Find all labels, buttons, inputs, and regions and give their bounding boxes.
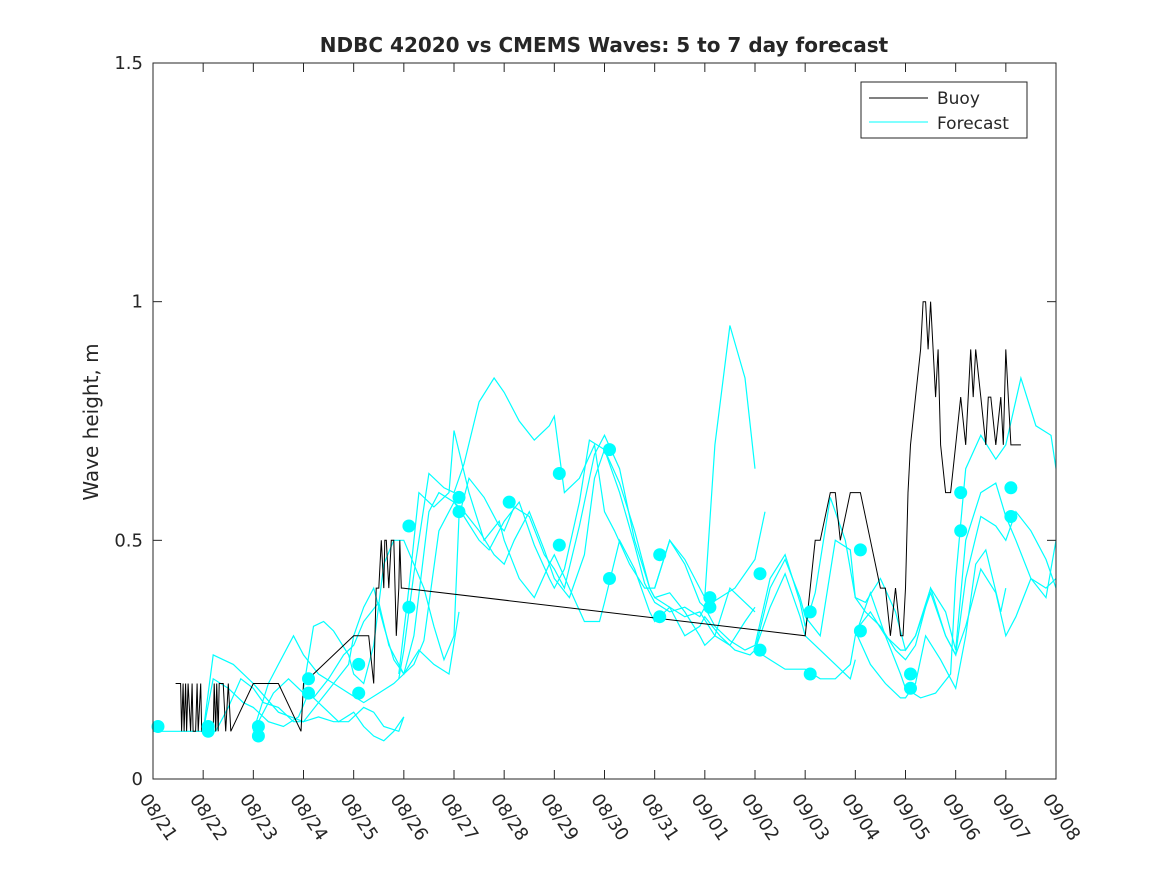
- legend-box: [860, 81, 1028, 139]
- forecast-marker-28: [904, 667, 917, 681]
- forecast-line-7: [398, 430, 856, 680]
- forecast-marker-16: [603, 443, 616, 457]
- forecast-marker-27: [853, 624, 867, 638]
- legend-buoy-label: Buoy: [937, 89, 980, 109]
- forecast-marker-22: [753, 567, 767, 581]
- forecast-marker-12: [452, 505, 466, 519]
- forecast-marker-15: [552, 538, 566, 552]
- forecast-marker-20: [703, 591, 717, 605]
- forecast-marker-3: [251, 720, 265, 733]
- y-axis-label: Wave height, m: [79, 343, 103, 500]
- forecast-marker-14: [552, 467, 566, 480]
- plot-background: [153, 63, 1056, 779]
- forecast-marker-9: [402, 519, 416, 533]
- forecast-marker-23: [753, 643, 767, 657]
- forecast-line-2: [202, 611, 460, 732]
- forecast-marker-8: [352, 686, 366, 700]
- forecast-marker-21: [703, 600, 717, 614]
- forecast-marker-24: [803, 605, 817, 619]
- forecast-marker-19: [653, 610, 667, 624]
- forecast-marker-0: [151, 720, 165, 733]
- forecast-markers: [151, 443, 1018, 743]
- y-tick-label: 1: [132, 292, 143, 313]
- forecast-marker-7: [352, 657, 366, 671]
- chart-title: NDBC 42020 vs CMEMS Waves: 5 to 7 day fo…: [320, 33, 889, 57]
- forecast-marker-5: [302, 672, 315, 686]
- forecast-line-6: [398, 325, 756, 679]
- plot-area: 00.511.5 08/21 08/22 08/23 08/24 08/25 08/26 0…: [114, 53, 1084, 845]
- forecast-marker-6: [302, 686, 315, 700]
- forecast-marker-4: [251, 729, 265, 743]
- y-axis-ticks: 0 0.5 1 1.5: [114, 53, 1056, 790]
- forecast-marker-25: [803, 667, 817, 681]
- forecast-line-11: [854, 548, 1007, 699]
- legend-forecast-label: Forecast: [937, 114, 1009, 134]
- legend: Buoy Forecast: [860, 81, 1028, 139]
- forecast-marker-17: [603, 572, 616, 585]
- forecast-line-5: [302, 433, 756, 689]
- forecast-marker-11: [452, 490, 466, 504]
- forecast-marker-29: [904, 681, 917, 695]
- y-tick-label: 0: [132, 769, 143, 790]
- forecast-marker-31: [954, 524, 968, 538]
- forecast-marker-32: [1004, 481, 1018, 495]
- forecast-marker-33: [1004, 510, 1018, 523]
- forecast-line-3: [252, 447, 756, 732]
- forecast-marker-30: [954, 486, 968, 500]
- forecast-marker-2: [201, 724, 215, 738]
- y-tick-label: 0.5: [114, 530, 143, 551]
- forecast-marker-26: [853, 543, 867, 557]
- forecast-marker-10: [402, 600, 416, 614]
- forecast-marker-13: [502, 495, 516, 509]
- forecast-line-12: [854, 567, 1057, 657]
- y-tick-label: 1.5: [114, 53, 143, 74]
- forecast-marker-18: [653, 548, 667, 562]
